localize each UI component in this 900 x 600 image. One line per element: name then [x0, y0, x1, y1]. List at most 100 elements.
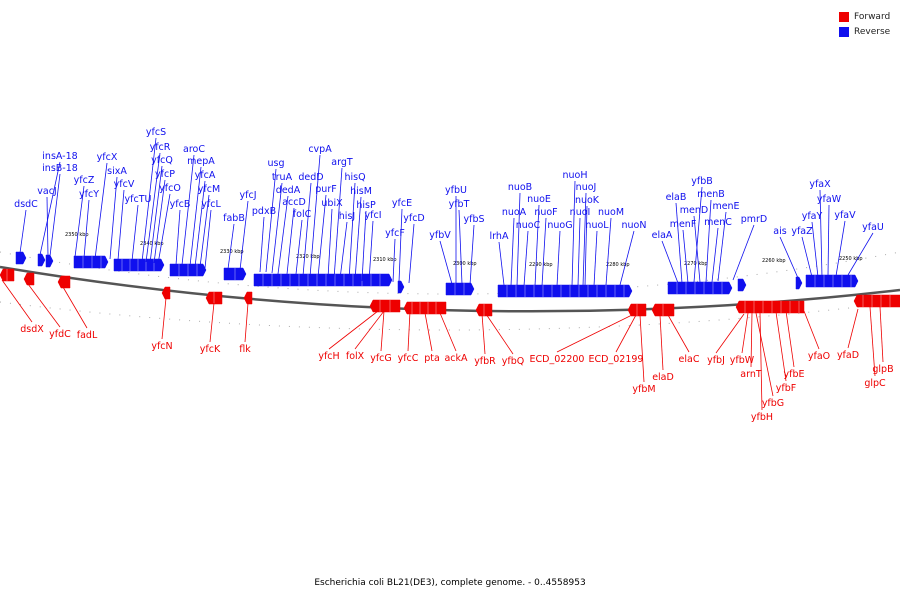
leader-line-nuok — [584, 205, 588, 287]
gene-label-lrha: lrhA — [490, 231, 509, 242]
gene-label-aroc: aroC — [183, 144, 205, 155]
gene-label-nuob: nuoB — [508, 182, 532, 193]
leader-line-deda — [277, 195, 289, 275]
leader-line-pta — [424, 312, 433, 352]
leader-line-yfcj — [239, 200, 249, 271]
gene-label-sixa: sixA — [107, 166, 127, 177]
leader-line-yfcq — [149, 165, 163, 264]
gene-label-ais: ais — [773, 226, 786, 237]
leader-line-menb — [705, 199, 712, 283]
gene-label-yfbu: yfbU — [445, 185, 467, 196]
gene-label-yfbj: yfbJ — [707, 355, 725, 366]
leader-line-yfcv — [117, 189, 125, 261]
genome-caption: Escherichia coli BL21(DE3), complete gen… — [314, 578, 586, 588]
gene-label-yfdc: yfdC — [49, 329, 71, 340]
leader-line-elaa — [661, 240, 679, 284]
leader-line-yfcc — [407, 310, 411, 352]
scale-tick-2350-kbp: 2350 kbp — [65, 232, 89, 238]
gene-label-menb: menB — [697, 189, 725, 200]
leader-line-fadl — [62, 286, 88, 329]
leader-line-folc — [295, 219, 303, 275]
gene-label-yfco: yfcO — [159, 183, 181, 194]
gene-label-yfay: yfaY — [802, 211, 823, 222]
gene-label-yfce: yfcE — [392, 198, 412, 209]
legend-reverse-label: Reverse — [854, 26, 891, 37]
forward-gene-block-7 — [369, 299, 401, 313]
leader-line-hism — [354, 196, 362, 281]
gene-label-nuoa: nuoA — [502, 207, 527, 218]
gene-label-nuon: nuoN — [622, 220, 647, 231]
forward-gene-block-4 — [161, 286, 171, 300]
leader-line-yfay — [811, 221, 819, 278]
gene-label-dsdx: dsdX — [20, 324, 44, 335]
leader-line-lrha — [498, 241, 505, 286]
gene-label-nuoj: nuoJ — [576, 182, 597, 193]
leader-line-cvpa — [309, 154, 321, 278]
scale-tick-2300-kbp: 2300 kbp — [453, 261, 477, 267]
leader-line-yfbg — [755, 312, 774, 397]
leader-line-yfbb — [693, 186, 703, 283]
leader-line-yfce — [398, 208, 403, 283]
leader-line-usg — [265, 168, 277, 273]
leader-line-yfbh — [759, 312, 763, 411]
gene-label-yfbf: yfbF — [776, 383, 796, 394]
scale-tick-2260-kbp: 2260 kbp — [762, 258, 786, 264]
gene-label-yfcj: yfcJ — [240, 190, 257, 201]
leader-line-fabb — [227, 223, 235, 270]
gene-label-yfcx: yfcX — [97, 152, 118, 163]
gene-label-yfbr: yfbR — [474, 356, 496, 367]
leader-line-dedd — [302, 182, 312, 277]
reverse-gene-block-10 — [445, 282, 475, 296]
forward-gene-block-8 — [403, 301, 447, 315]
leader-line-yfbs — [469, 224, 475, 286]
leader-line-accd — [286, 207, 295, 275]
gene-label-yfbq: yfbQ — [502, 356, 524, 367]
leader-line-elad — [659, 314, 664, 371]
gene-label-yfbe: yfbE — [784, 369, 805, 380]
scale-tick-2290-kbp: 2290 kbp — [529, 262, 553, 268]
gene-label-yfctu: yfcTU — [125, 194, 152, 205]
legend-reverse: Reverse — [839, 24, 890, 39]
leader-line-nuoc — [523, 230, 529, 287]
gene-label-dsdc: dsdC — [14, 199, 38, 210]
gene-label-yfck: yfcK — [200, 344, 221, 355]
leader-line-nuol — [593, 230, 598, 287]
gene-label-yfcr: yfcR — [150, 142, 171, 153]
leader-line-yfch — [328, 310, 379, 350]
gene-label-yfbb: yfbB — [691, 176, 713, 187]
gene-label-yfci: yfcI — [365, 210, 382, 221]
gene-label-mend: menD — [680, 205, 708, 216]
gene-label-yfcc: yfcC — [398, 353, 419, 364]
gene-label-yfcq: yfcQ — [151, 155, 173, 166]
forward-gene-block-12 — [735, 300, 805, 314]
leader-line-yfcm — [199, 194, 210, 268]
leader-line-yfcg — [380, 310, 385, 352]
leader-line-nuoj — [582, 192, 587, 287]
gene-label-acka: ackA — [444, 353, 468, 364]
gene-label-folc: folC — [293, 209, 312, 220]
gene-label-dedd: dedD — [298, 172, 323, 183]
leader-line-pdxb — [259, 216, 265, 273]
leader-line-yfcp — [153, 179, 166, 264]
leader-line-yfbe — [785, 310, 795, 368]
leader-line-yfau — [847, 232, 874, 276]
gene-label-mene: menE — [712, 201, 739, 212]
reverse-gene-block-6 — [169, 263, 207, 277]
forward-gene-block-6 — [243, 291, 253, 305]
gene-label-nuoi: nuoI — [570, 207, 591, 218]
reverse-gene-block-11 — [497, 284, 633, 298]
scale-tick-2310-kbp: 2310 kbp — [373, 257, 397, 263]
leader-line-yfdc — [27, 283, 61, 328]
leader-line-aroc — [181, 154, 195, 266]
leader-line-elac — [667, 314, 690, 353]
leader-line-yfcr — [145, 152, 161, 263]
leader-line-hisq — [348, 182, 356, 281]
leader-line-nuom — [605, 217, 612, 286]
gene-label-accd: accD — [282, 197, 306, 208]
leader-line-glpb — [879, 306, 884, 363]
forward-gene-block-3 — [57, 275, 71, 289]
reverse-gene-block-4 — [73, 255, 109, 269]
leader-line-mene — [717, 211, 727, 282]
gene-label-hisq: hisQ — [344, 172, 365, 183]
leader-line-yfbv — [439, 240, 453, 285]
